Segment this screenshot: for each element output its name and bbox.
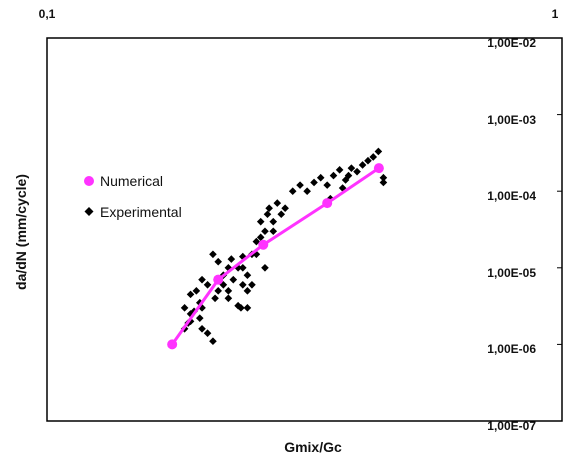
experimental-point <box>269 217 278 226</box>
experimental-point <box>214 257 223 266</box>
experimental-point <box>316 173 325 182</box>
experimental-point <box>303 187 311 195</box>
experimental-point <box>192 287 201 295</box>
experimental-point <box>379 173 388 182</box>
experimental-point <box>358 161 367 169</box>
experimental-point <box>180 304 189 312</box>
experimental-point <box>261 227 269 236</box>
experimental-point <box>224 294 233 303</box>
experimental-point <box>237 304 245 312</box>
experimental-point <box>263 210 272 219</box>
y-axis-title: da/dN (mm/cycle) <box>13 174 29 290</box>
series-layer <box>167 37 562 422</box>
experimental-point <box>239 252 247 261</box>
experimental-point <box>369 153 378 161</box>
experimental-point <box>224 264 233 272</box>
experimental-point <box>252 250 261 259</box>
experimental-point <box>227 255 236 263</box>
x-tick-label-min: 0,1 <box>39 7 56 21</box>
experimental-point <box>198 324 206 333</box>
experimental-point <box>248 280 256 289</box>
experimental-point <box>329 171 338 180</box>
experimental-point <box>203 280 212 289</box>
numerical-point <box>258 239 269 250</box>
experimental-point <box>229 275 238 284</box>
experimental-point <box>243 304 252 312</box>
experimental-point <box>209 337 217 346</box>
experimental-point <box>344 171 353 180</box>
experimental-point <box>288 187 297 195</box>
experimental-point <box>209 250 217 259</box>
experimental-point <box>239 280 247 289</box>
experimental-point <box>281 204 289 212</box>
experimental-point <box>239 264 247 272</box>
experimental-point <box>198 275 206 284</box>
x-axis-title: Gmix/Gc <box>284 439 342 455</box>
experimental-point <box>261 264 269 272</box>
experimental-point <box>353 167 361 176</box>
experimental-point <box>323 181 331 189</box>
x-tick-label-max: 1 <box>552 7 559 21</box>
legend: Numerical Experimental <box>84 173 182 220</box>
experimental-point <box>277 210 286 219</box>
legend-label-experimental: Experimental <box>100 204 182 220</box>
experimental-point <box>195 298 204 307</box>
y-tick-label: 1,00E-03 <box>487 113 536 127</box>
experimental-point <box>224 287 233 295</box>
numerical-point <box>322 198 333 209</box>
y-tick-label: 1,00E-04 <box>487 189 536 203</box>
experimental-point <box>252 237 261 246</box>
experimental-point <box>269 227 278 236</box>
experimental-point <box>234 301 242 310</box>
experimental-point <box>243 287 252 295</box>
experimental-point <box>335 166 344 174</box>
experimental-point <box>256 217 265 226</box>
experimental-point <box>203 329 212 338</box>
y-tick-label: 1,00E-06 <box>487 342 536 356</box>
experimental-point <box>364 156 372 165</box>
y-tick-label: 1,00E-07 <box>487 419 536 433</box>
experimental-point <box>243 271 252 280</box>
experimental-point <box>211 294 219 303</box>
experimental-point <box>296 181 304 189</box>
experimental-point <box>186 290 195 299</box>
experimental-point <box>273 199 282 207</box>
experimental-point <box>195 314 204 322</box>
legend-marker-numerical <box>84 176 94 186</box>
experimental-point <box>256 233 265 242</box>
experimental-point <box>214 287 223 295</box>
experimental-point <box>219 280 228 289</box>
legend-marker-experimental <box>84 207 94 216</box>
plot-area <box>46 37 563 422</box>
experimental-point <box>326 194 335 203</box>
y-tick-label: 1,00E-02 <box>487 36 536 50</box>
numerical-point <box>373 163 384 174</box>
y-tick-label: 1,00E-05 <box>487 266 536 280</box>
experimental-point <box>310 178 318 187</box>
legend-label-numerical: Numerical <box>100 173 163 189</box>
experimental-point <box>347 164 356 172</box>
experimental-point <box>338 184 347 192</box>
numerical-point <box>167 339 178 350</box>
experimental-point <box>379 178 388 187</box>
experimental-point <box>374 147 383 156</box>
experimental-point <box>265 204 273 212</box>
numerical-point <box>213 274 224 285</box>
